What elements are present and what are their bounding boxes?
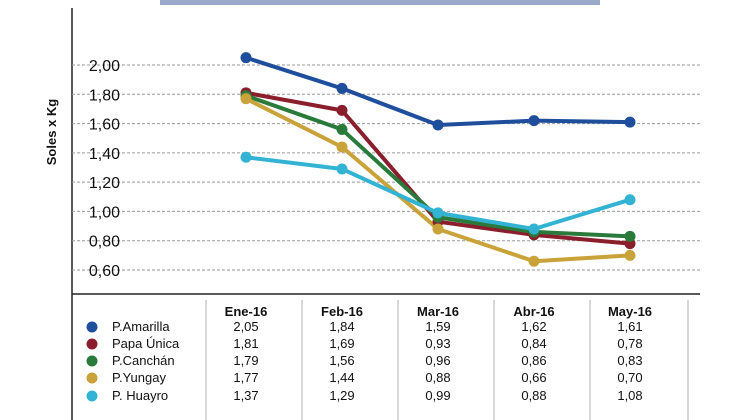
column-header: Feb-16 [321,304,363,319]
data-point [336,141,348,153]
legend-marker [86,355,98,367]
y-axis-label: Soles x Kg [44,99,59,166]
data-point [336,123,348,135]
y-tick-label: 1,60 [89,117,120,134]
legend-label: Papa Única [112,336,180,351]
y-tick-label: 1,00 [89,204,120,221]
title-strip [160,0,600,5]
y-tick-label: 0,80 [89,234,120,251]
data-point [528,255,540,267]
y-tick-labels: 2,00 1,80 1,60 1,40 1,20 1,00 0,80 0,60 [89,58,120,280]
data-point [240,151,252,163]
table-cell: 0,99 [425,388,450,403]
table-cell: 1,77 [233,370,258,385]
table-cell: 0,96 [425,353,450,368]
y-tick-label: 1,40 [89,146,120,163]
legend-label: P.Canchán [112,353,175,368]
table-cell: 0,93 [425,336,450,351]
legend-marker [86,338,98,350]
table-cell: 1,79 [233,353,258,368]
table-cell: 0,86 [521,353,546,368]
data-table-cells: 2,05 1,84 1,59 1,62 1,61 1,81 1,69 0,93 0,84 0,78… [233,319,642,403]
table-cell: 1,69 [329,336,354,351]
table-cell: 1,61 [617,319,642,334]
data-point [432,207,444,219]
table-cell: 0,84 [521,336,546,351]
data-point [528,115,540,127]
legend-label: P.Amarilla [112,319,170,334]
legend-marker [86,321,98,333]
table-cell: 0,88 [521,388,546,403]
column-header: Mar-16 [417,304,459,319]
table-cell: 0,70 [617,370,642,385]
table-cell: 0,88 [425,370,450,385]
column-header: Ene-16 [225,304,268,319]
data-point [240,93,252,105]
table-cell: 1,56 [329,353,354,368]
y-tick-label: 1,20 [89,175,120,192]
data-point [336,163,348,175]
data-point [240,52,252,64]
series-points [240,52,636,267]
column-header: May-16 [608,304,652,319]
column-header: Abr-16 [513,304,554,319]
data-table-headers: Ene-16 Feb-16 Mar-16 Abr-16 May-16 [225,304,652,319]
data-point [624,116,636,128]
table-cell: 1,84 [329,319,354,334]
legend-label: P.Yungay [112,370,166,385]
data-point [336,82,348,94]
table-cell: 2,05 [233,319,258,334]
table-cell: 0,66 [521,370,546,385]
table-cell: 1,81 [233,336,258,351]
table-cell: 0,83 [617,353,642,368]
legend-marker [86,372,98,384]
table-cell: 1,37 [233,388,258,403]
data-point [432,223,444,235]
data-point [624,194,636,206]
data-point [432,119,444,131]
data-point [528,223,540,235]
table-cell: 1,44 [329,370,354,385]
table-cell: 1,08 [617,388,642,403]
table-cell: 1,62 [521,319,546,334]
table-cell: 0,78 [617,336,642,351]
table-cell: 1,59 [425,319,450,334]
data-point [336,104,348,116]
table-cell: 1,29 [329,388,354,403]
y-tick-label: 1,80 [89,87,120,104]
data-point [624,249,636,261]
legend-label: P. Huayro [112,388,168,403]
data-point [624,230,636,242]
y-tick-label: 2,00 [89,58,120,75]
legend-marker [86,390,98,402]
y-tick-label: 0,60 [89,263,120,280]
legend: P.Amarilla Papa Única P.Canchán P.Yungay P. … [86,319,180,403]
data-table-grid [205,300,689,420]
